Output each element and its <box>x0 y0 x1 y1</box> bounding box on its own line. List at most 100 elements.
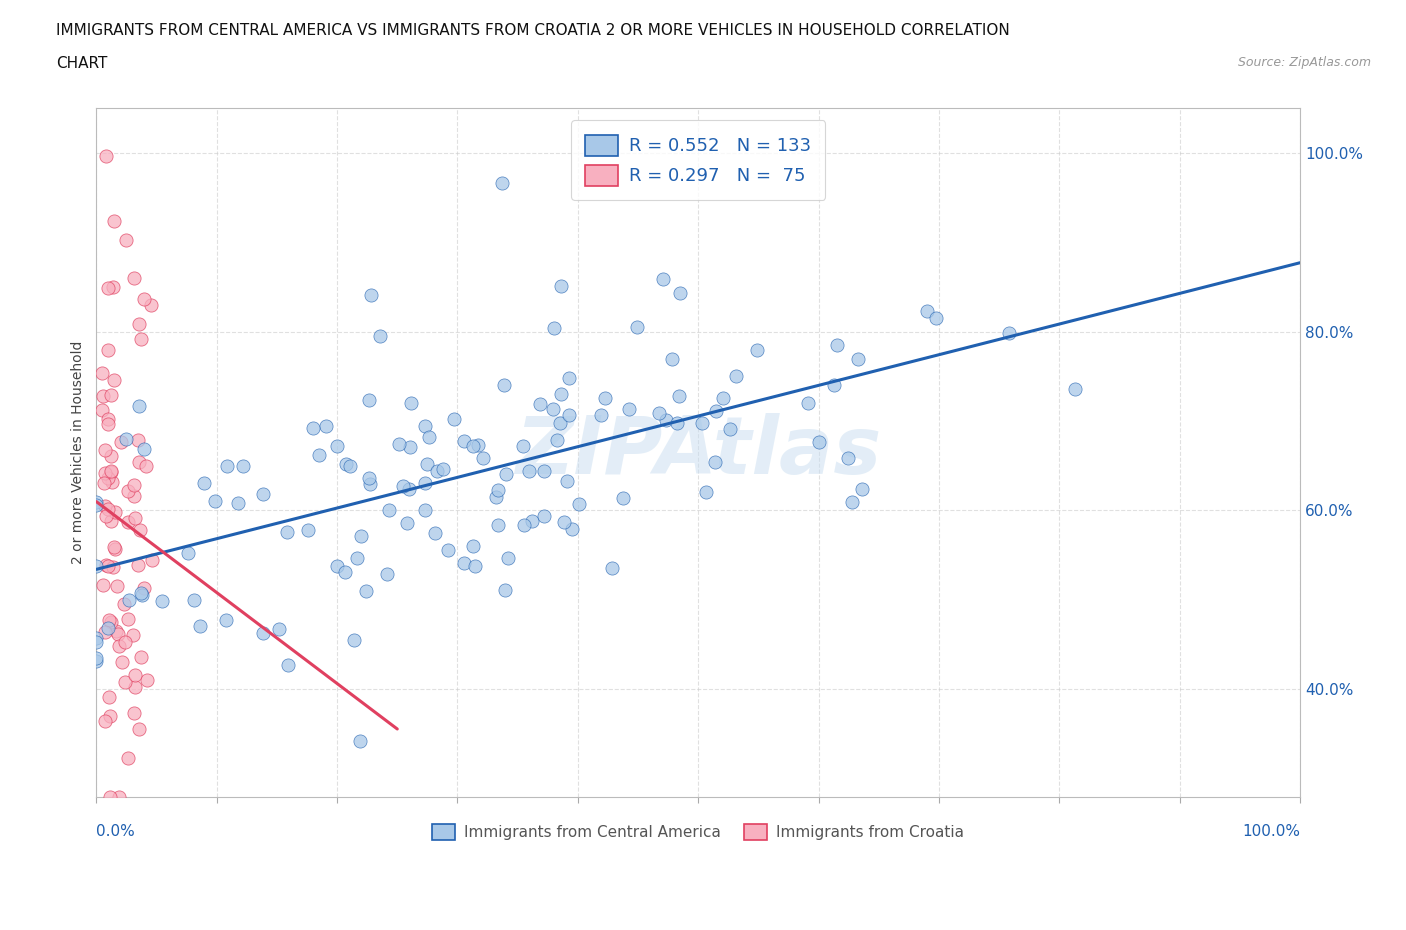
Point <box>127 558 149 573</box>
Point <box>520 513 543 528</box>
Point <box>98 709 121 724</box>
Point <box>94 499 117 514</box>
Point <box>543 321 565 336</box>
Point <box>86 654 108 669</box>
Point <box>122 271 145 286</box>
Point <box>485 489 508 504</box>
Point <box>93 713 115 728</box>
Point <box>110 434 132 449</box>
Point <box>568 497 591 512</box>
Point <box>215 458 238 473</box>
Point <box>104 542 127 557</box>
Point <box>122 628 145 643</box>
Point <box>98 790 121 804</box>
Point <box>359 471 381 485</box>
Point <box>100 465 122 480</box>
Point <box>600 561 623 576</box>
Point <box>215 613 238 628</box>
Point <box>91 389 114 404</box>
Point <box>396 516 419 531</box>
Point <box>86 498 108 512</box>
Point <box>308 447 330 462</box>
Point <box>398 440 420 455</box>
Point <box>114 232 136 247</box>
Point <box>846 352 869 366</box>
Point <box>648 405 671 420</box>
Point <box>127 432 149 447</box>
Point <box>357 393 380 408</box>
Point <box>591 407 613 422</box>
Point <box>132 580 155 595</box>
Point <box>548 416 571 431</box>
Point <box>124 680 146 695</box>
Point <box>612 491 634 506</box>
Point <box>94 557 117 572</box>
Point <box>103 539 125 554</box>
Point <box>391 479 413 494</box>
Point <box>86 558 108 573</box>
Point <box>453 433 475 448</box>
Point <box>495 467 517 482</box>
Point <box>494 583 516 598</box>
Point <box>401 395 423 410</box>
Point <box>124 511 146 525</box>
Point <box>91 365 114 380</box>
Point <box>418 430 440 445</box>
Point <box>823 378 845 392</box>
Text: IMMIGRANTS FROM CENTRAL AMERICA VS IMMIGRANTS FROM CROATIA 2 OR MORE VEHICLES IN: IMMIGRANTS FROM CENTRAL AMERICA VS IMMIG… <box>56 23 1010 38</box>
Point <box>297 523 319 538</box>
Point <box>97 620 120 635</box>
Y-axis label: 2 or more Vehicles in Household: 2 or more Vehicles in Household <box>72 340 86 564</box>
Point <box>1063 381 1085 396</box>
Point <box>378 503 401 518</box>
Point <box>269 621 291 636</box>
Point <box>100 615 122 630</box>
Point <box>97 280 120 295</box>
Point <box>557 371 579 386</box>
Point <box>557 473 579 488</box>
Point <box>86 631 108 645</box>
Point <box>176 546 198 561</box>
Point <box>827 338 849 352</box>
Point <box>105 579 128 594</box>
Point <box>139 298 162 312</box>
Point <box>104 504 127 519</box>
Point <box>97 559 120 574</box>
Point <box>416 457 439 472</box>
Point <box>517 463 540 478</box>
Point <box>118 592 141 607</box>
Point <box>135 458 157 473</box>
Point <box>718 422 741 437</box>
Point <box>100 448 122 463</box>
Point <box>463 439 485 454</box>
Point <box>128 455 150 470</box>
Point <box>350 528 373 543</box>
Point <box>550 278 572 293</box>
Point <box>651 272 673 286</box>
Point <box>443 411 465 426</box>
Point <box>690 416 713 431</box>
Point <box>91 403 114 418</box>
Point <box>114 432 136 446</box>
Point <box>512 438 534 453</box>
Point <box>486 517 509 532</box>
Point <box>128 398 150 413</box>
Point <box>114 674 136 689</box>
Point <box>193 475 215 490</box>
Point <box>668 388 690 403</box>
Point <box>339 458 361 473</box>
Point <box>998 326 1021 341</box>
Point <box>388 437 411 452</box>
Point <box>464 558 486 573</box>
Point <box>533 463 555 478</box>
Point <box>117 514 139 529</box>
Point <box>695 485 717 499</box>
Point <box>561 522 583 537</box>
Point <box>359 476 381 491</box>
Point <box>114 635 136 650</box>
Point <box>150 593 173 608</box>
Point <box>745 342 768 357</box>
Point <box>512 518 534 533</box>
Legend: Immigrants from Central America, Immigrants from Croatia: Immigrants from Central America, Immigra… <box>425 817 972 847</box>
Point <box>226 495 249 510</box>
